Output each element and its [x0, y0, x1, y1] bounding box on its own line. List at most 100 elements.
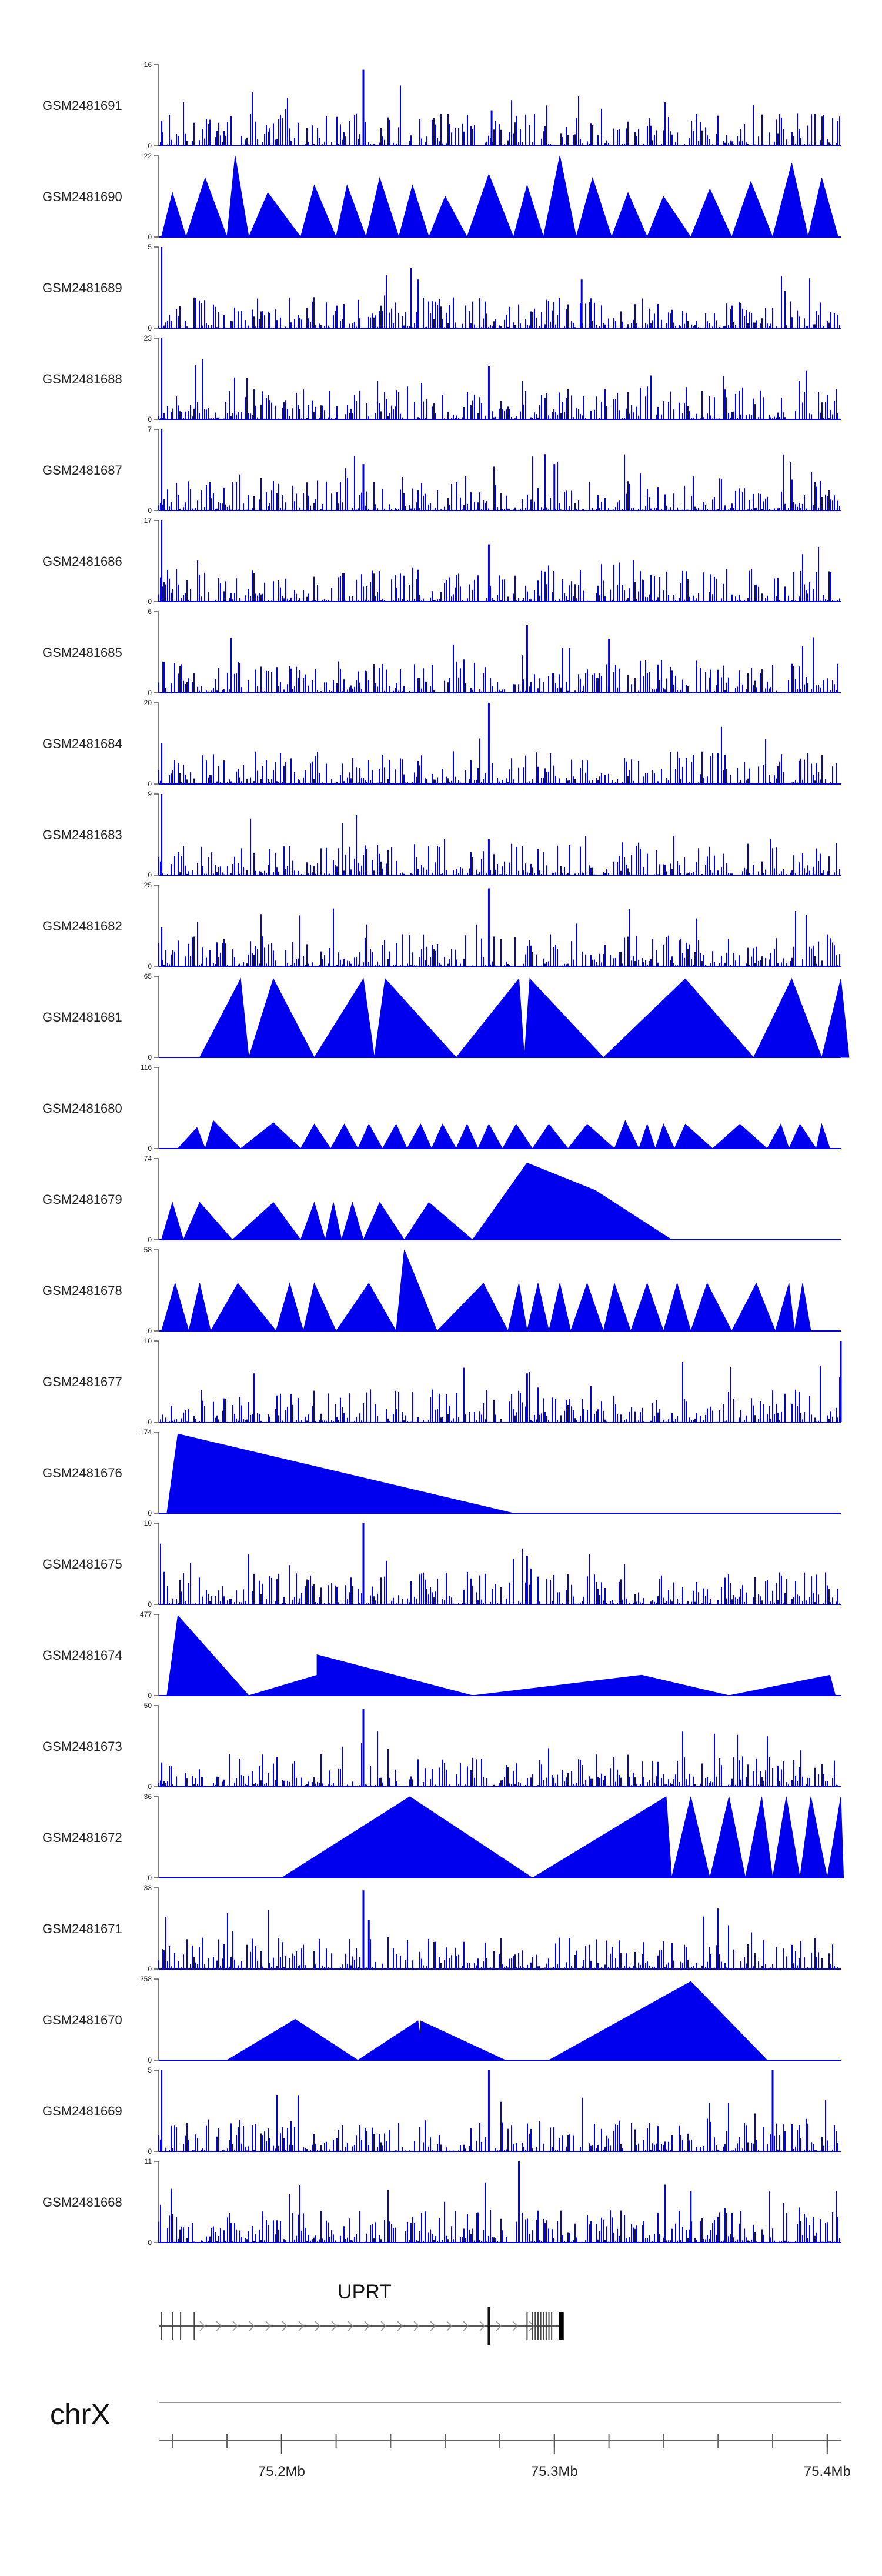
track-ymax-label: 5	[148, 243, 152, 251]
track-GSM2481677: GSM2481677 10 0	[42, 1337, 842, 1426]
track-label: GSM2481671	[42, 1921, 122, 1936]
track-GSM2481675: GSM2481675 10 0	[42, 1519, 841, 1609]
track-GSM2481680: GSM2481680 116 0	[42, 1063, 841, 1153]
track-ymax-label: 174	[140, 1428, 152, 1436]
strand-arrow-icon	[397, 2321, 403, 2331]
track-GSM2481686: GSM2481686 17 0	[42, 516, 841, 606]
track-yzero-label: 0	[148, 1327, 152, 1335]
track-label: GSM2481679	[42, 1192, 122, 1207]
track-ymax-label: 477	[140, 1610, 152, 1619]
track-label: GSM2481690	[42, 189, 122, 204]
track-yzero-label: 0	[148, 142, 152, 150]
track-label: GSM2481676	[42, 1466, 122, 1480]
track-label: GSM2481687	[42, 463, 122, 478]
track-label: GSM2481677	[42, 1374, 122, 1389]
track-GSM2481672: GSM2481672 36 0	[42, 1793, 844, 1882]
track-yzero-label: 0	[148, 2147, 152, 2155]
track-yzero-label: 0	[148, 1965, 152, 1973]
strand-arrow-icon	[199, 2321, 206, 2331]
axis-tick-label: 75.2Mb	[258, 2464, 305, 2480]
track-yzero-label: 0	[148, 415, 152, 423]
track-yzero-label: 0	[148, 2056, 152, 2064]
track-GSM2481674: GSM2481674 477 0	[42, 1610, 841, 1700]
track-ymax-label: 7	[148, 425, 152, 433]
track-GSM2481684: GSM2481684 20 0	[42, 699, 841, 788]
track-GSM2481689: GSM2481689 5 0	[42, 243, 841, 332]
track-ymax-label: 116	[141, 1063, 152, 1072]
strand-arrow-icon	[479, 2321, 486, 2331]
track-signal	[158, 359, 840, 419]
track-yzero-label: 0	[148, 1783, 152, 1791]
track-GSM2481682: GSM2481682 25 0	[42, 881, 841, 970]
track-yzero-label: 0	[148, 689, 152, 697]
track-signal	[158, 2095, 840, 2151]
track-ymax-label: 17	[144, 516, 152, 525]
track-signal	[158, 908, 840, 966]
track-GSM2481679: GSM2481679 74 0	[42, 1154, 841, 1244]
track-GSM2481670: GSM2481670 258 0	[42, 1975, 841, 2064]
track-yzero-label: 0	[148, 1236, 152, 1244]
track-label: GSM2481686	[42, 554, 122, 569]
track-yzero-label: 0	[148, 1874, 152, 1882]
track-label: GSM2481678	[42, 1283, 122, 1298]
track-ymax-label: 10	[144, 1519, 152, 1527]
strand-arrow-icon	[529, 2321, 535, 2331]
track-yzero-label: 0	[148, 324, 152, 332]
track-yzero-label: 0	[148, 233, 152, 241]
gene-exon-last	[559, 2312, 564, 2340]
track-yzero-label: 0	[148, 2238, 152, 2247]
track-ymax-label: 9	[148, 790, 152, 798]
track-ymax-label: 6	[148, 608, 152, 616]
strand-arrow-icon	[446, 2321, 453, 2331]
track-GSM2481687: GSM2481687 7 0	[42, 425, 841, 515]
strand-arrow-icon	[348, 2321, 354, 2331]
track-signal	[158, 1362, 840, 1422]
track-label: GSM2481674	[42, 1648, 122, 1663]
strand-arrow-icon	[265, 2321, 272, 2331]
track-GSM2481688: GSM2481688 23 0	[42, 334, 841, 423]
track-GSM2481690: GSM2481690 22 0	[42, 152, 841, 241]
track-ymax-label: 74	[144, 1154, 152, 1163]
track-signal	[158, 1908, 840, 1969]
track-yzero-label: 0	[148, 506, 152, 515]
track-ymax-label: 22	[144, 152, 152, 160]
track-signal	[158, 2182, 840, 2243]
strand-arrow-icon	[298, 2321, 305, 2331]
track-label: GSM2481675	[42, 1557, 122, 1571]
track-signal	[161, 1162, 673, 1241]
strand-arrow-icon	[463, 2321, 469, 2331]
track-label: GSM2481673	[42, 1739, 122, 1754]
track-yzero-label: 0	[148, 1509, 152, 1517]
track-signal	[166, 1614, 836, 1696]
track-GSM2481668: GSM2481668 11 0	[42, 2157, 841, 2247]
tracks-group: GSM2481691160GSM2481690220GSM248168950GS…	[42, 61, 850, 2247]
track-GSM2481681: GSM2481681 65 0	[42, 972, 850, 1062]
track-ymax-label: 16	[144, 61, 152, 69]
track-signal	[158, 268, 840, 328]
track-ymax-label: 10	[144, 1337, 152, 1345]
track-label: GSM2481680	[42, 1101, 122, 1116]
strand-arrow-icon	[380, 2321, 387, 2331]
track-label: GSM2481670	[42, 2013, 122, 2027]
track-signal	[158, 815, 840, 875]
axis-tick-label: 75.4Mb	[804, 2464, 851, 2480]
track-yzero-label: 0	[148, 962, 152, 970]
strand-arrow-icon	[364, 2321, 370, 2331]
track-label: GSM2481669	[42, 2104, 122, 2118]
track-signal	[199, 977, 850, 1059]
track-signal	[226, 1981, 768, 2061]
track-signal	[161, 1249, 811, 1332]
track-yzero-label: 0	[148, 871, 152, 879]
track-GSM2481678: GSM2481678 58 0	[42, 1246, 841, 1335]
axis-ticks: 75.2Mb 75.3Mb 75.4Mb	[172, 2434, 851, 2480]
track-signal	[280, 1796, 844, 1878]
track-label: GSM2481681	[42, 1010, 122, 1025]
track-yzero-label: 0	[148, 780, 152, 788]
track-GSM2481685: GSM2481685 6 0	[42, 608, 841, 697]
track-GSM2481673: GSM2481673 50 0	[42, 1701, 841, 1791]
track-signal	[161, 155, 839, 238]
track-ymax-label: 23	[144, 334, 152, 342]
strand-arrow-icon	[249, 2321, 255, 2331]
strand-arrow-icon	[512, 2321, 519, 2331]
